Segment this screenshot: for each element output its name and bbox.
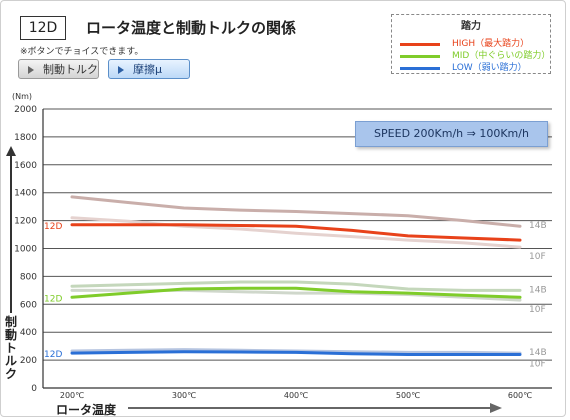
y-axis-label: 制動トルク — [4, 315, 17, 381]
y-tick-label: 600 — [20, 300, 37, 310]
y-tick-label: 1600 — [14, 161, 37, 171]
y-tick-label: 1400 — [14, 189, 37, 199]
series-label-mid-12d: 12D — [44, 294, 62, 304]
speed-condition-box: SPEED 200Km/h ⇒ 100Km/h — [355, 121, 548, 147]
legend-label-mid: MID（中ぐらいの踏力） — [452, 51, 551, 61]
series-line-high-12d — [70, 223, 522, 242]
torque-button-label: 制動トルク — [43, 63, 98, 76]
legend-swatch-mid — [400, 55, 440, 58]
legend-title: 踏力 — [461, 21, 481, 32]
x-tick-label: 500℃ — [396, 391, 420, 400]
y-tick-label: 1200 — [14, 217, 37, 227]
series-line-mid-12d — [70, 286, 522, 299]
legend-swatch-high — [400, 43, 440, 46]
button-note: ※ボタンでチョイスできます。 — [20, 47, 144, 57]
x-axis-arrow-icon — [490, 403, 502, 413]
series-line-high-10f — [70, 216, 522, 249]
y-tick-label: 400 — [20, 328, 37, 338]
series-line-mid-14b — [70, 280, 522, 292]
series-label-low-10f: 10F — [529, 360, 546, 370]
y-tick-label: 1800 — [14, 133, 37, 143]
x-tick-label: 600℃ — [508, 391, 532, 400]
legend-label-high: HIGH（最大踏力） — [452, 39, 530, 49]
y-tick-label: 800 — [20, 272, 37, 282]
x-axis-label: ロータ温度 — [56, 403, 117, 417]
series-label-mid-10f: 10F — [529, 305, 546, 315]
y-axis-unit: (Nm) — [12, 92, 33, 101]
series-label-high-14b: 14B — [529, 221, 547, 231]
legend-label-low: LOW（弱い踏力） — [452, 63, 527, 73]
play-triangle-icon — [28, 66, 34, 74]
x-tick-label: 400℃ — [284, 391, 308, 400]
x-tick-label: 200℃ — [60, 391, 84, 400]
series-label-mid-14b: 14B — [529, 285, 547, 295]
torque-button[interactable]: 制動トルク — [18, 59, 99, 79]
friction-button[interactable]: 摩擦μ — [108, 59, 190, 79]
series-line-low-12d — [70, 350, 522, 356]
y-axis-arrow-icon — [6, 146, 16, 156]
play-triangle-icon — [118, 66, 124, 74]
series-line-high-14b — [70, 195, 522, 228]
y-tick-label: 0 — [31, 384, 37, 394]
series-label-low-12d: 12D — [44, 350, 62, 360]
legend: 踏力 HIGH（最大踏力） MID（中ぐらいの踏力） LOW（弱い踏力） — [391, 14, 551, 74]
y-axis-arrow-line — [10, 155, 12, 313]
friction-button-label: 摩擦μ — [133, 63, 162, 76]
series-label-low-14b: 14B — [529, 348, 547, 358]
y-tick-label: 2000 — [14, 105, 37, 115]
y-tick-label: 1000 — [14, 245, 37, 255]
x-axis-arrow-line — [128, 407, 491, 409]
y-tick-label: 200 — [20, 356, 37, 366]
series-label-high-10f: 10F — [529, 252, 546, 262]
page-title: ロータ温度と制動トルクの関係 — [86, 19, 297, 37]
series-label-high-12d: 12D — [44, 222, 62, 232]
chart-code-box: 12D — [20, 16, 66, 40]
legend-swatch-low — [400, 67, 440, 70]
x-tick-label: 300℃ — [172, 391, 196, 400]
